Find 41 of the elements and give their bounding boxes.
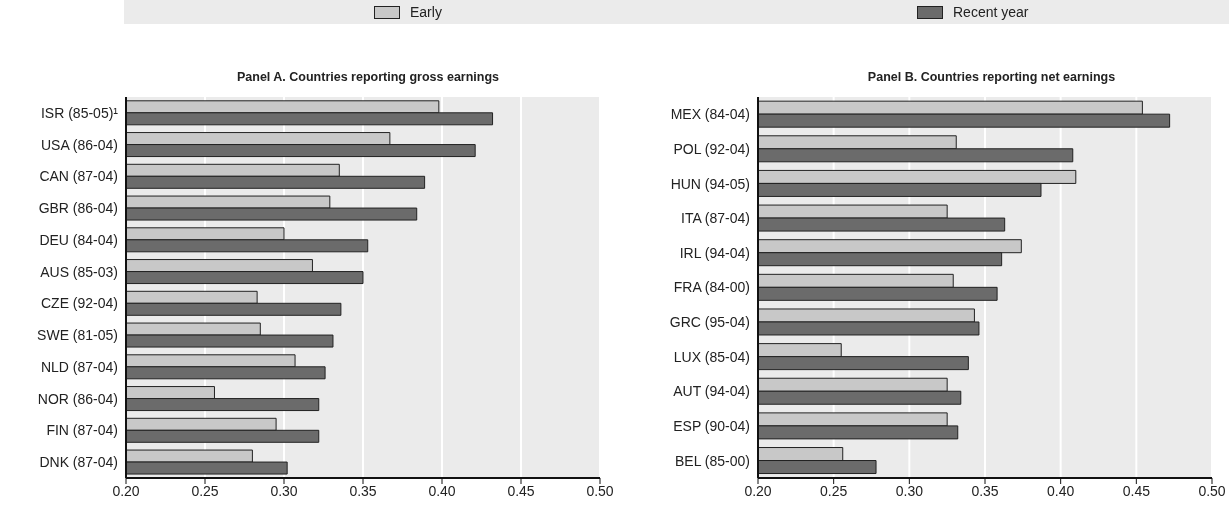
y-tick-label: BEL (85-00) [675,452,750,469]
legend-label: Early [410,4,442,20]
x-tick-label: 0.30 [895,482,924,499]
y-tick-label: GBR (86-04) [38,200,118,217]
x-tick-label: 0.45 [507,482,535,499]
y-tick-label: ISR (85-05)¹ [40,104,119,121]
x-tick-label: 0.35 [971,482,999,499]
y-tick-label: HUN (94-05) [670,175,750,192]
y-tick-label: AUT (94-04) [673,383,750,400]
y-tick-label: NOR (86-04) [37,390,118,407]
x-tick-label: 0.20 [744,482,772,499]
x-tick-label: 0.50 [1198,482,1226,499]
y-tick-label: CZE (92-04) [40,295,118,312]
x-tick-label: 0.25 [191,482,219,499]
x-tick-label: 0.20 [112,482,140,499]
x-tick-label: 0.50 [586,482,614,499]
y-tick-label: GRC (95-04) [669,314,750,331]
y-tick-label: SWE (81-05) [37,327,118,344]
y-tick-label: LUX (85-04) [673,348,750,365]
x-tick-label: 0.40 [1047,482,1075,499]
legend-label: Recent year [953,4,1029,20]
y-tick-label: DNK (87-04) [39,454,118,471]
x-tick-label: 0.30 [270,482,298,499]
y-tick-label: ESP (90-04) [673,418,750,435]
y-tick-label: CAN (87-04) [39,168,118,185]
chart-title: Panel A. Countries reporting gross earnings [235,70,501,86]
chart-title: Panel B. Countries reporting net earnings [866,70,1117,86]
y-tick-label: AUS (85-03) [40,263,118,280]
x-tick-label: 0.40 [428,482,456,499]
x-tick-label: 0.35 [349,482,377,499]
y-tick-label: NLD (87-04) [40,358,118,375]
y-tick-label: MEX (84-04) [670,106,750,123]
x-tick-label: 0.45 [1122,482,1151,499]
y-tick-label: USA (86-04) [40,136,118,153]
y-tick-label: FRA (84-00) [673,279,750,296]
y-tick-label: ITA (87-04) [681,210,750,227]
x-tick-label: 0.25 [820,482,848,499]
y-tick-label: POL (92-04) [673,140,750,157]
y-tick-label: FIN (87-04) [46,422,118,439]
y-tick-label: DEU (84-04) [39,231,118,248]
y-tick-label: IRL (94-04) [679,244,750,261]
